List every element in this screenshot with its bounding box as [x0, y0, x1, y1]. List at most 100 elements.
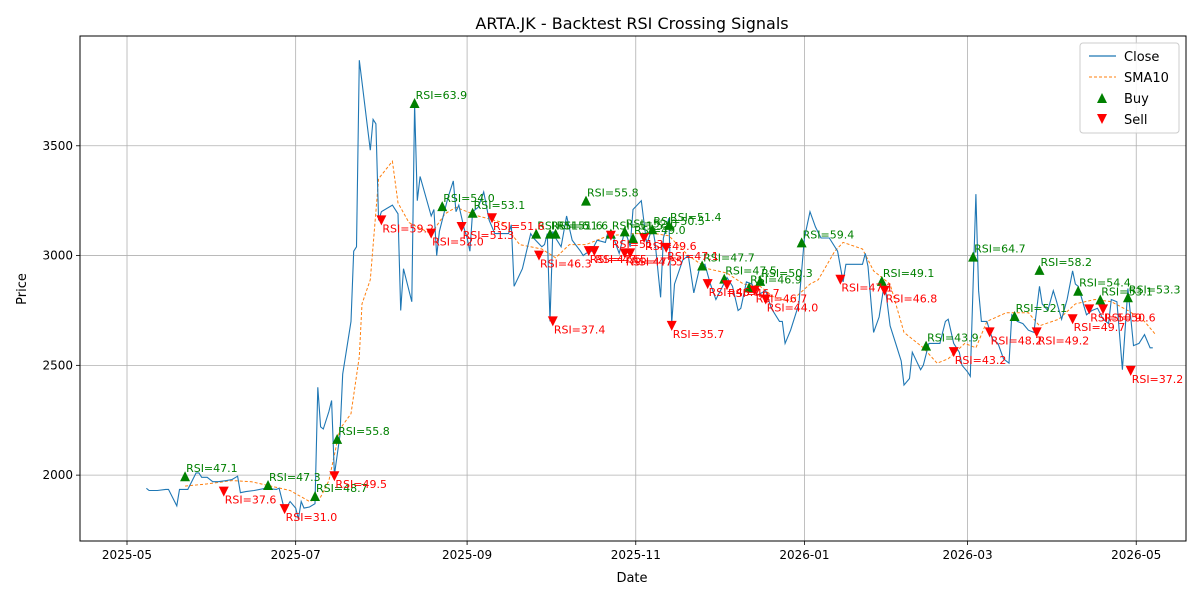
buy-signal-marker — [263, 480, 274, 491]
x-tick-label: 2025-05 — [102, 548, 152, 562]
legend-sma10-label: SMA10 — [1124, 71, 1169, 86]
buy-signal-marker — [1009, 310, 1020, 321]
buy-signal-marker — [663, 219, 674, 230]
buy-signal-label: RSI=50.3 — [761, 267, 813, 280]
buy-signal-label: RSI=55.8 — [587, 187, 639, 200]
x-tick-label: 2025-09 — [442, 548, 492, 562]
sell-signal-label: RSI=51.3 — [463, 229, 515, 242]
buy-signal-label: RSI=52.1 — [1016, 302, 1068, 315]
sell-signal-label: RSI=47.5 — [595, 253, 647, 266]
sell-signal-label: RSI=35.7 — [673, 328, 725, 341]
buy-signal-marker — [550, 228, 561, 239]
sell-signal-marker — [749, 285, 760, 296]
buy-signal-label: RSI=51.6 — [551, 220, 603, 233]
sell-signal-label: RSI=31.0 — [286, 511, 338, 524]
buy-signal-label: RSI=51.5 — [612, 220, 664, 233]
buy-signal-marker — [437, 201, 448, 212]
sell-signal-label: RSI=46.8 — [886, 293, 938, 306]
sell-signal-marker — [456, 222, 467, 233]
sell-signal-label: RSI=47.1 — [667, 250, 719, 263]
sell-signal-label: RSI=47.1 — [841, 282, 893, 295]
buy-signal-marker — [332, 433, 343, 444]
sell-signal-marker — [879, 285, 890, 296]
buy-signal-label: RSI=47.3 — [269, 471, 321, 484]
buy-signal-label: RSI=53.1 — [474, 199, 526, 212]
buy-signal-label: RSI=49.0 — [634, 224, 686, 237]
buy-signal-label: RSI=54.0 — [443, 192, 495, 205]
sell-signal-label: RSI=46.3 — [540, 258, 592, 271]
sell-signal-marker — [639, 233, 650, 243]
buy-signal-label: RSI=51.4 — [670, 211, 722, 224]
sma10-line — [185, 159, 1156, 503]
buy-signal-marker — [628, 233, 638, 243]
buy-signal-label: RSI=63.9 — [416, 89, 468, 102]
sell-signal-marker — [1031, 327, 1042, 338]
sell-signal-marker — [1067, 314, 1078, 325]
buy-signal-label: RSI=51.6 — [557, 220, 609, 233]
plot-frame — [79, 35, 1187, 542]
y-tick-label: 3500 — [42, 139, 73, 153]
buy-signal-label: RSI=58.2 — [1040, 256, 1092, 269]
buy-signal-label: RSI=54.4 — [1079, 277, 1131, 290]
buy-signal-marker — [744, 282, 755, 293]
sell-signal-label: RSI=44.0 — [767, 301, 819, 314]
buy-signal-marker — [531, 228, 542, 239]
sell-signal-marker — [625, 248, 636, 259]
sell-signal-marker — [1125, 365, 1136, 376]
sell-signal-marker — [1084, 304, 1095, 315]
sell-signal-label: RSI=46.7 — [728, 287, 780, 300]
buy-signal-marker — [180, 471, 191, 482]
sell-signal-marker — [486, 213, 497, 224]
sell-signal-marker — [666, 320, 677, 331]
sell-signal-label: RSI=43.2 — [955, 354, 1007, 367]
buy-signal-marker — [310, 490, 321, 501]
sell-signal-label: RSI=37.4 — [554, 323, 606, 336]
sell-signal-label: RSI=59.2 — [382, 222, 434, 235]
sell-signal-marker — [661, 242, 672, 253]
buy-signal-label: RSI=43.9 — [927, 332, 979, 345]
buy-signal-label: RSI=64.7 — [974, 243, 1026, 256]
sell-signal-label: RSI=51.6 — [493, 220, 545, 233]
buy-signal-label: RSI=51.6 — [537, 220, 589, 233]
buy-signal-marker — [647, 224, 658, 235]
sell-signal-marker — [835, 274, 846, 285]
sma10-series — [185, 159, 1156, 503]
buy-signal-marker — [1122, 292, 1133, 303]
buy-signal-label: RSI=49.1 — [883, 267, 935, 280]
sell-signal-label: RSI=47.5 — [631, 255, 683, 268]
buy-signal-marker — [921, 340, 932, 351]
x-tick-label: 2026-05 — [1111, 548, 1161, 562]
legend-buy-label: Buy — [1124, 92, 1149, 107]
x-axis-title: Date — [616, 571, 647, 586]
sell-signal-marker — [722, 280, 733, 291]
close-price-line — [146, 60, 1153, 520]
sell-signal-marker — [948, 347, 959, 358]
x-tick-label: 2026-01 — [779, 548, 829, 562]
legend-sell-marker-icon — [1097, 114, 1107, 124]
buy-signal-marker — [619, 226, 630, 237]
x-tick-label: 2025-11 — [611, 548, 661, 562]
buy-signal-marker — [1034, 264, 1045, 275]
buy-signal-marker — [796, 237, 807, 248]
sell-signal-label: RSI=51.3 — [612, 238, 664, 251]
legend-box — [1079, 42, 1180, 134]
buy-signal-marker — [1073, 285, 1084, 296]
sell-signal-label: RSI=37.6 — [225, 494, 277, 507]
legend-sell-label: Sell — [1124, 113, 1147, 128]
sell-signal-marker — [533, 250, 544, 261]
x-tick-label: 2025-07 — [271, 548, 321, 562]
buy-signal-marker — [876, 275, 887, 286]
sell-signal-label: RSI=50.9 — [1090, 311, 1142, 324]
sell-signal-label: RSI=52.0 — [432, 236, 484, 249]
sell-signal-marker — [426, 228, 437, 239]
close-series — [146, 60, 1153, 520]
sell-signal-label: RSI=47.5 — [626, 255, 678, 268]
buy-signal-label: RSI=50.5 — [653, 215, 705, 228]
sell-signal-marker — [218, 486, 229, 497]
buy-signal-label: RSI=59.4 — [803, 228, 855, 241]
buy-signal-label: RSI=53.3 — [1129, 283, 1181, 296]
sell-signal-marker — [329, 471, 340, 482]
